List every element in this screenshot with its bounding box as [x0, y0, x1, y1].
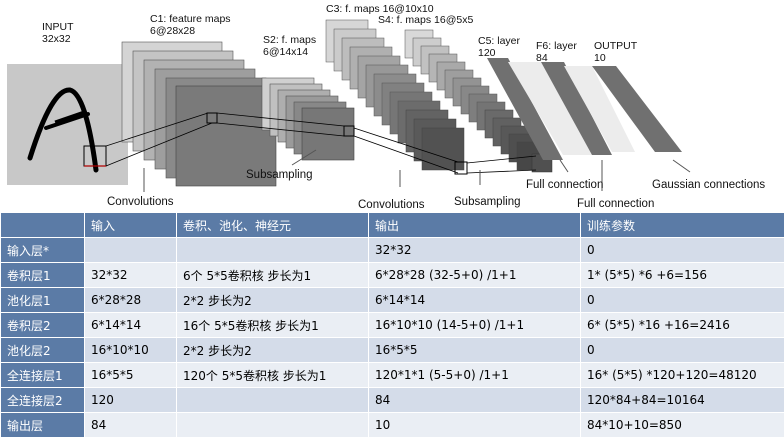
table-row: 输出层 84 10 84*10+10=850 [1, 413, 784, 438]
cell-params: 16* (5*5) *120+120=48120 [581, 363, 784, 388]
table-row: 全连接层2 120 84 120*84+84=10164 [1, 388, 784, 413]
row-layer-name: 输出层 [1, 413, 85, 438]
table-row: 输入层* 32*32 0 [1, 238, 784, 263]
cell-output: 6*14*14 [369, 288, 581, 313]
caption-full-connection-1: Full connection [526, 179, 603, 191]
cell-operation: 120个 5*5卷积核 步长为1 [177, 363, 369, 388]
caption-gaussian-connections: Gaussian connections [652, 179, 765, 191]
caption-convolutions-2: Convolutions [358, 199, 425, 211]
cell-params: 0 [581, 238, 784, 263]
row-layer-name: 卷积层2 [1, 313, 85, 338]
input-image [7, 64, 128, 185]
cell-params: 84*10+10=850 [581, 413, 784, 438]
header-output: 输出 [369, 213, 581, 238]
caption-subsampling-1: Subsampling [246, 169, 312, 181]
cell-input: 6*28*28 [85, 288, 177, 313]
c1-feature-maps [122, 42, 276, 186]
header-params: 训练参数 [581, 213, 784, 238]
cell-output: 120*1*1 (5-5+0) /1+1 [369, 363, 581, 388]
cell-output: 10 [369, 413, 581, 438]
cell-params: 1* (5*5) *6 +6=156 [581, 263, 784, 288]
cell-params: 120*84+84=10164 [581, 388, 784, 413]
header-layer [1, 213, 85, 238]
cell-operation: 2*2 步长为2 [177, 338, 369, 363]
row-layer-name: 卷积层1 [1, 263, 85, 288]
row-layer-name: 全连接层2 [1, 388, 85, 413]
cell-operation: 6个 5*5卷积核 步长为1 [177, 263, 369, 288]
cell-input: 120 [85, 388, 177, 413]
s4-label: S4: f. maps 16@5x5 [378, 14, 473, 26]
cell-input: 6*14*14 [85, 313, 177, 338]
row-layer-name: 池化层1 [1, 288, 85, 313]
row-layer-name: 输入层* [1, 238, 85, 263]
caption-full-connection-2: Full connection [577, 198, 654, 210]
cell-operation [177, 388, 369, 413]
table-row: 池化层2 16*10*10 2*2 步长为2 16*5*5 0 [1, 338, 784, 363]
cell-output: 84 [369, 388, 581, 413]
row-layer-name: 全连接层1 [1, 363, 85, 388]
cell-operation [177, 238, 369, 263]
table-row: 池化层1 6*28*28 2*2 步长为2 6*14*14 0 [1, 288, 784, 313]
caption-convolutions-1: Convolutions [107, 196, 174, 208]
cell-output: 16*5*5 [369, 338, 581, 363]
header-operation: 卷积、池化、神经元 [177, 213, 369, 238]
cell-output: 32*32 [369, 238, 581, 263]
cell-operation: 16个 5*5卷积核 步长为1 [177, 313, 369, 338]
cell-params: 0 [581, 288, 784, 313]
caption-subsampling-2: Subsampling [454, 196, 520, 208]
cell-operation [177, 413, 369, 438]
table-row: 卷积层1 32*32 6个 5*5卷积核 步长为1 6*28*28 (32-5+… [1, 263, 784, 288]
cell-output: 16*10*10 (14-5+0) /1+1 [369, 313, 581, 338]
cell-input [85, 238, 177, 263]
layer-parameter-table: 输入 卷积、池化、神经元 输出 训练参数 输入层* 32*32 0 卷积层1 3… [0, 212, 784, 438]
row-layer-name: 池化层2 [1, 338, 85, 363]
header-input: 输入 [85, 213, 177, 238]
cell-params: 6* (5*5) *16 +16=2416 [581, 313, 784, 338]
cell-input: 16*5*5 [85, 363, 177, 388]
cell-input: 84 [85, 413, 177, 438]
cell-operation: 2*2 步长为2 [177, 288, 369, 313]
cell-input: 16*10*10 [85, 338, 177, 363]
table-header-row: 输入 卷积、池化、神经元 输出 训练参数 [1, 213, 784, 238]
cell-output: 6*28*28 (32-5+0) /1+1 [369, 263, 581, 288]
cell-params: 0 [581, 338, 784, 363]
table-row: 卷积层2 6*14*14 16个 5*5卷积核 步长为1 16*10*10 (1… [1, 313, 784, 338]
table-row: 全连接层1 16*5*5 120个 5*5卷积核 步长为1 120*1*1 (5… [1, 363, 784, 388]
cell-input: 32*32 [85, 263, 177, 288]
